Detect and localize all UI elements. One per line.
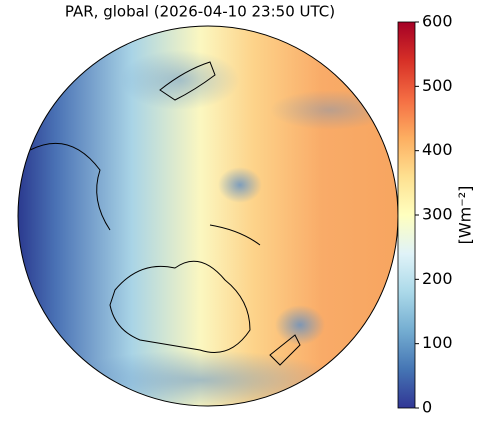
title: PAR, global (2026-04-10 23:50 UTC) xyxy=(65,3,335,21)
colorbar-tick-label: 500 xyxy=(422,76,453,95)
colorbar-tick-label: 300 xyxy=(422,205,453,224)
colorbar-tick-label: 400 xyxy=(422,140,453,159)
colorbar-fill xyxy=(397,21,416,409)
colorbar-label: [Wm⁻²] xyxy=(456,186,475,245)
colorbar-tick-label: 200 xyxy=(422,269,453,288)
colorbar-tick-label: 100 xyxy=(422,333,453,352)
colorbar-tick-label: 600 xyxy=(422,12,453,31)
colorbar-tick-label: 0 xyxy=(422,398,432,417)
colorbar: 0 100 200 300 400 500 600 xyxy=(397,12,453,417)
globe-image xyxy=(18,26,398,406)
